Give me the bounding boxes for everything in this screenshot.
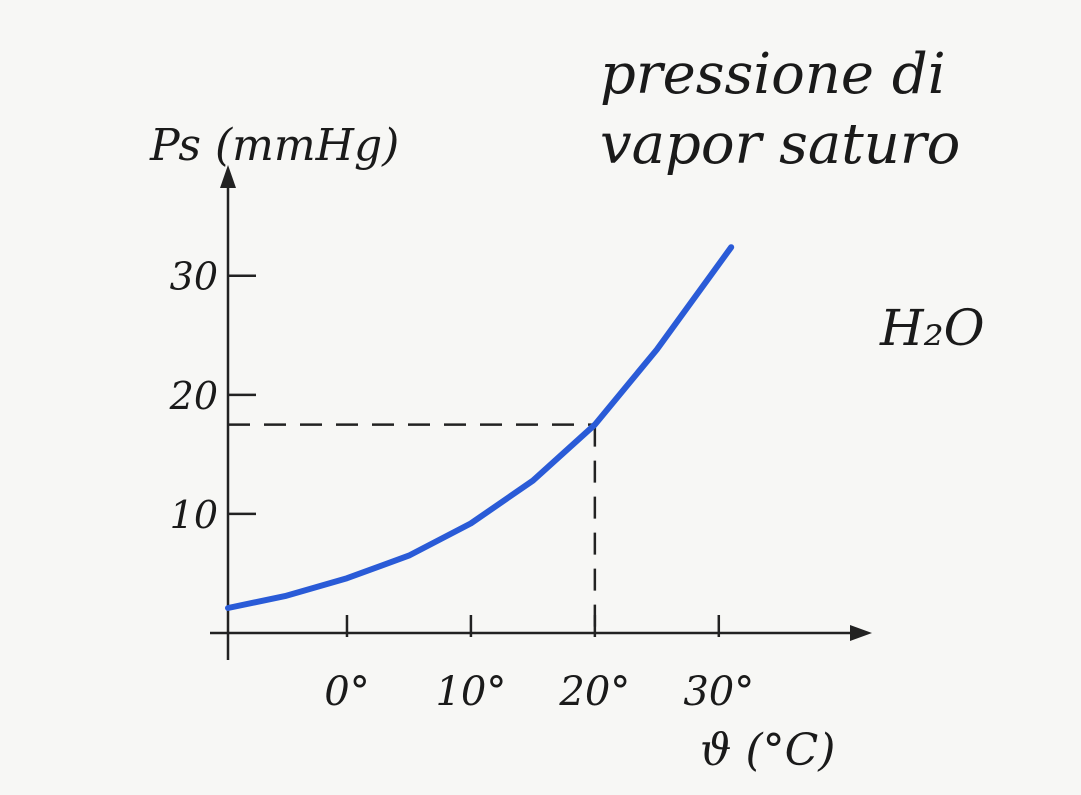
x-axis-arrow — [850, 625, 872, 641]
x-tick-label: 10° — [435, 669, 506, 715]
x-tick-label: 0° — [324, 669, 369, 715]
y-tick-label: 30 — [170, 255, 218, 299]
chart-title: pressione di vapor saturo — [600, 42, 961, 177]
data-line — [225, 244, 735, 611]
y-axis-label: Ps (mmHg) — [149, 120, 399, 171]
x-tick-label: 30° — [683, 669, 754, 715]
y-axis-arrow — [220, 165, 236, 188]
x-axis-label: ϑ (°C) — [700, 725, 835, 776]
annotation: H₂O — [879, 299, 985, 357]
y-tick-label: 20 — [169, 374, 218, 418]
x-tick-label: 20° — [558, 669, 630, 715]
y-tick-label: 10 — [170, 493, 218, 537]
